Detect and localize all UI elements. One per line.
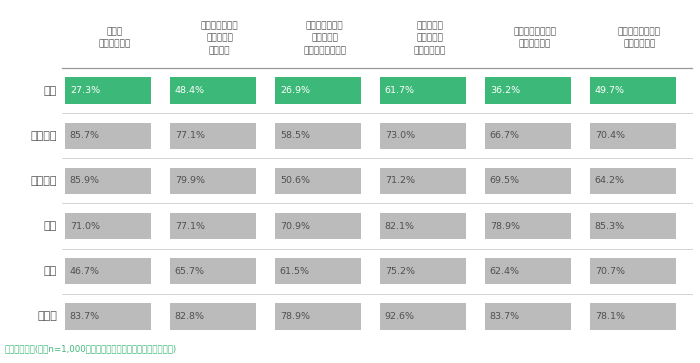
Bar (275, 213, 361, 239)
Text: 慈善活動のために
寄付をしたい: 慈善活動のために 寄付をしたい (513, 27, 556, 49)
Bar (380, 77, 466, 104)
Text: 92.6%: 92.6% (385, 312, 415, 321)
Text: ボランティア活動
に参加したい: ボランティア活動 に参加したい (618, 27, 661, 49)
Bar (590, 168, 676, 194)
Bar (170, 303, 256, 330)
Bar (65, 123, 151, 149)
Bar (485, 77, 571, 104)
Bar (65, 258, 151, 284)
Bar (485, 123, 571, 149)
Text: 61.5%: 61.5% (280, 267, 310, 276)
Text: 83.7%: 83.7% (70, 312, 100, 321)
Bar (170, 213, 256, 239)
Text: 国や社会に
役立つ事を
したいと思う: 国や社会に 役立つ事を したいと思う (414, 21, 446, 55)
Text: 70.4%: 70.4% (595, 131, 625, 140)
Text: 83.7%: 83.7% (490, 312, 520, 321)
Bar (380, 258, 466, 284)
Text: 85.7%: 85.7% (70, 131, 100, 140)
Text: 77.1%: 77.1% (175, 131, 205, 140)
Bar (590, 213, 676, 239)
Text: 78.9%: 78.9% (280, 312, 310, 321)
Text: 中国: 中国 (43, 221, 57, 231)
Text: 66.7%: 66.7% (490, 131, 520, 140)
Bar (590, 77, 676, 104)
Text: 韓国: 韓国 (43, 266, 57, 276)
Bar (275, 123, 361, 149)
Bar (380, 213, 466, 239)
Text: 75.2%: 75.2% (385, 267, 415, 276)
Text: 自分の行動で、
国や社会を
変えられると思う: 自分の行動で、 国や社会を 変えられると思う (303, 21, 346, 55)
Text: 26.9%: 26.9% (280, 86, 310, 95)
Bar (170, 168, 256, 194)
Text: 50.6%: 50.6% (280, 176, 310, 185)
Text: 65.7%: 65.7% (175, 267, 205, 276)
Bar (65, 303, 151, 330)
Bar (275, 77, 361, 104)
Text: アメリカ: アメリカ (31, 131, 57, 141)
Text: 64.2%: 64.2% (595, 176, 625, 185)
Text: 48.4%: 48.4% (175, 86, 205, 95)
Bar (590, 303, 676, 330)
Bar (485, 213, 571, 239)
Bar (380, 123, 466, 149)
Text: 78.1%: 78.1% (595, 312, 625, 321)
Bar (380, 303, 466, 330)
Text: 71.0%: 71.0% (70, 221, 100, 231)
Text: 77.1%: 77.1% (175, 221, 205, 231)
Bar (485, 168, 571, 194)
Text: 社会参加意識(各国n=1,000、各項目に「はい」と答えた人の割合): 社会参加意識(各国n=1,000、各項目に「はい」と答えた人の割合) (5, 344, 177, 353)
Bar (275, 258, 361, 284)
Text: イギリス: イギリス (31, 176, 57, 186)
Bar (170, 258, 256, 284)
Text: 85.3%: 85.3% (595, 221, 625, 231)
Text: 日本: 日本 (43, 86, 57, 95)
Text: 70.7%: 70.7% (595, 267, 625, 276)
Text: 36.2%: 36.2% (490, 86, 520, 95)
Text: 自分は
大人だと思う: 自分は 大人だと思う (99, 27, 131, 49)
Text: 82.8%: 82.8% (175, 312, 205, 321)
Text: 78.9%: 78.9% (490, 221, 520, 231)
Bar (590, 258, 676, 284)
Bar (65, 213, 151, 239)
Bar (65, 77, 151, 104)
Text: 61.7%: 61.7% (385, 86, 415, 95)
Text: 27.3%: 27.3% (70, 86, 100, 95)
Text: 85.9%: 85.9% (70, 176, 100, 185)
Text: 46.7%: 46.7% (70, 267, 100, 276)
Text: 49.7%: 49.7% (595, 86, 625, 95)
Text: 70.9%: 70.9% (280, 221, 310, 231)
Bar (380, 168, 466, 194)
Bar (170, 123, 256, 149)
Bar (170, 77, 256, 104)
Bar (590, 123, 676, 149)
Text: 79.9%: 79.9% (175, 176, 205, 185)
Text: 62.4%: 62.4% (490, 267, 520, 276)
Text: 58.5%: 58.5% (280, 131, 310, 140)
Text: 69.5%: 69.5% (490, 176, 520, 185)
Bar (275, 168, 361, 194)
Bar (485, 258, 571, 284)
Bar (485, 303, 571, 330)
Text: 自分は責任ある
社会の一員
だと思う: 自分は責任ある 社会の一員 だと思う (201, 21, 238, 55)
Text: 73.0%: 73.0% (385, 131, 415, 140)
Bar (275, 303, 361, 330)
Bar (65, 168, 151, 194)
Text: 82.1%: 82.1% (385, 221, 415, 231)
Text: 71.2%: 71.2% (385, 176, 415, 185)
Text: インド: インド (37, 311, 57, 321)
